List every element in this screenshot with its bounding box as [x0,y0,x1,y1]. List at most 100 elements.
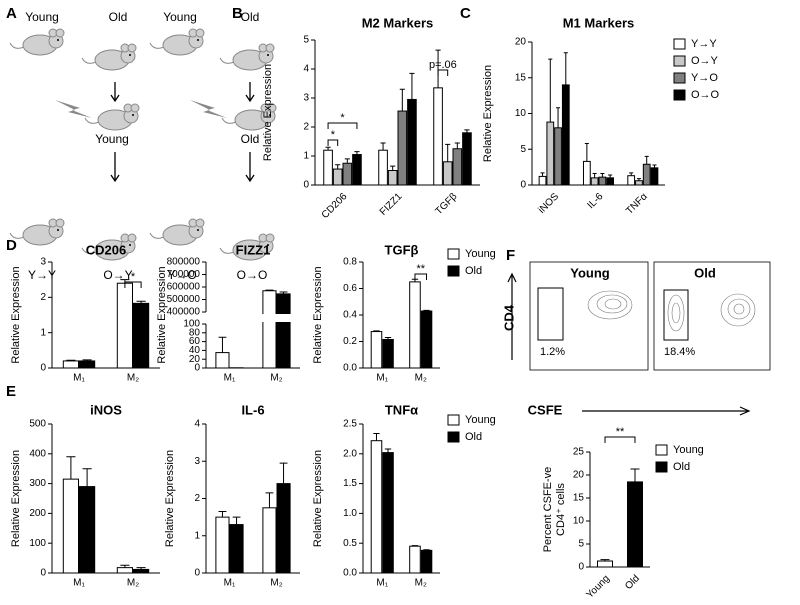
x-tick-label: M₁ [224,373,236,384]
x-tick-label: M₁ [376,373,388,384]
x-tick-label: M₁ [73,373,85,384]
group-label: O→O [237,268,268,282]
error-bar [120,564,130,568]
mouse-eye [57,229,59,231]
y-tick-label: 2 [194,493,200,504]
legend-label: O→O [691,89,720,101]
y-tick-label: 25 [573,447,585,458]
bar [62,360,79,369]
x-tick-label: iNOS [536,191,561,216]
bar [133,302,150,369]
y-tick-label: 0.8 [343,257,357,268]
bar [229,524,244,574]
legend-swatch [673,38,686,50]
legend-label: Y→O [691,72,718,84]
bar [407,98,417,186]
y-tick-label: 3 [40,257,46,268]
y-tick-label: 0 [40,363,46,374]
error-bar [265,289,274,291]
legend-label: Old [465,265,482,277]
mouse [219,43,275,71]
mouse-ear [55,28,65,38]
bar [635,180,643,186]
significance-label: p=.06 [429,59,457,71]
bar [62,478,79,574]
error-bar [136,567,146,570]
x-tick-label: M₂ [415,578,427,589]
error-bar [354,151,360,155]
y-axis-label: Relative Expression [312,266,324,363]
recipient-label: Old [241,132,260,146]
error-bar [435,49,441,88]
legend-label: Young [465,248,496,260]
bar [409,281,421,369]
bar [420,549,433,574]
y-tick-label: 20 [515,37,527,48]
y-tick-label: 0 [520,180,526,191]
mouse-eye [269,114,271,116]
bar [397,110,408,186]
significance-label: * [131,271,136,283]
x-tick-label: M₂ [127,373,139,384]
mouse-eye [197,39,199,41]
error-bar [644,155,649,165]
y-axis-label: CD4⁺ cells [555,483,567,536]
error-bar [384,448,392,453]
y-tick-label: 15 [515,72,527,83]
mouse-tail [9,42,25,49]
error-bar [630,468,640,482]
y-tick-label: 0.5 [343,538,357,549]
mouse-tail [219,247,235,254]
y-tick-label: 100 [29,538,46,549]
error-bar [608,174,613,178]
mouse-eye [267,244,269,246]
mouse-ear [195,218,205,228]
x-tick-label: CD206 [320,191,350,221]
panel-label: C [460,5,471,22]
bar [352,154,362,186]
bar [546,121,555,186]
bar [332,168,343,186]
error-bar [373,433,380,441]
bar [606,177,615,186]
bar [116,567,134,574]
chart-title: TGFβ [385,242,419,257]
y-tick-label: 500000 [167,294,201,305]
significance-label: ** [616,426,625,438]
bar [116,282,134,369]
bar [597,560,613,568]
mouse [81,43,137,71]
error-bar [279,462,288,484]
mouse-ear [265,43,275,53]
error-bar [390,165,396,171]
chart-title: TNFα [385,402,418,417]
mouse-eye [129,54,131,56]
y-axis-label: Relative Expression [10,450,22,547]
legend-swatch [673,55,686,67]
y-tick-label: 1 [40,327,46,338]
bar [554,127,562,186]
y-tick-label: 0 [303,180,309,191]
y-tick-label: 0.6 [343,283,357,294]
donor-label: Old [109,10,128,24]
y-tick-label: 5 [520,144,526,155]
mouse-tail [81,247,97,254]
y-tick-label: 20 [189,354,201,365]
x-tick-label: IL-6 [586,191,606,211]
x-tick-label: Young [584,573,612,601]
legend-label: Young [673,444,704,456]
error-bar [592,173,597,178]
mouse [149,218,205,246]
y-tick-label: 5 [578,539,584,550]
flow-y-label: CD4 [501,304,516,331]
y-tick-label: 200 [29,508,46,519]
bar [598,176,607,186]
error-bar [136,300,146,304]
group-label: O→Y [103,268,132,282]
mouse-ear [130,103,140,113]
bar [370,331,383,369]
mouse-tail [9,232,25,239]
bar [378,149,388,186]
mouse [149,28,205,56]
bar [433,87,443,186]
